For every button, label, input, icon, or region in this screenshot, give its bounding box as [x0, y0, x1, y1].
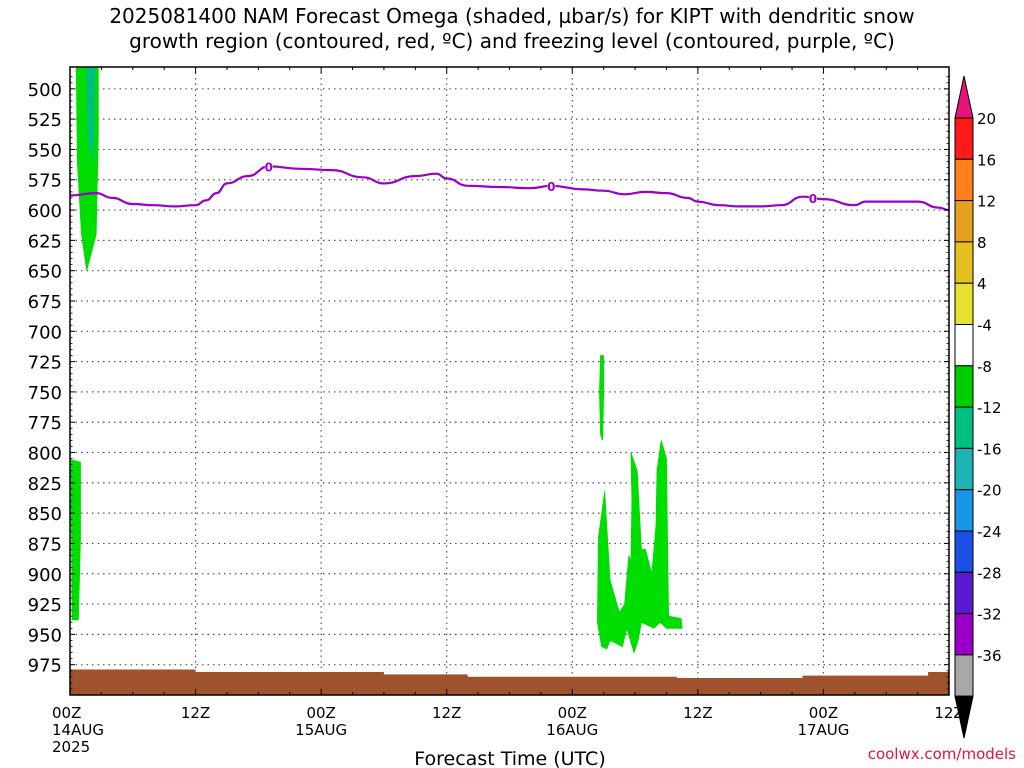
colorbar-label: -24 — [977, 523, 1002, 541]
omega-area — [596, 440, 683, 654]
terrain-below-ground — [70, 669, 949, 695]
contour-label-bg — [264, 159, 273, 173]
freezing-level-contour: 0 0 0 — [70, 159, 949, 212]
x-axis-title: Forecast Time (UTC) — [414, 748, 605, 768]
y-tick-label: 650 — [28, 262, 62, 283]
x-tick-label: 12Z — [432, 704, 461, 722]
colorbar-label: 20 — [977, 110, 996, 128]
y-tick-label: 625 — [28, 231, 62, 252]
colorbar-label: -28 — [977, 564, 1002, 582]
y-tick-label: 850 — [28, 504, 62, 525]
x-tick-label: 14AUG — [52, 721, 104, 739]
colorbar-bin — [954, 613, 974, 656]
x-tick-label: 16AUG — [546, 721, 598, 739]
colorbar-bin — [954, 282, 974, 326]
chart-title-line-2: growth region (contoured, red, ºC) and f… — [129, 29, 895, 53]
colorbar-bin — [954, 117, 974, 160]
colorbar-bin — [954, 489, 974, 532]
y-tick-label: 950 — [28, 625, 62, 646]
colorbar-label: 16 — [977, 151, 996, 169]
y-tick-label: 600 — [28, 201, 62, 222]
colorbar-bin — [954, 241, 974, 284]
colorbar-label: -4 — [977, 317, 992, 335]
x-tick-label: 00Z — [558, 704, 587, 722]
x-tick-label: 12Z — [181, 704, 210, 722]
y-tick-label: 800 — [28, 444, 62, 465]
x-tick-label: 00Z — [306, 704, 335, 722]
colorbar-top-arrow — [954, 75, 974, 119]
x-tick-label: 00Z — [809, 704, 838, 722]
omega-area — [86, 67, 96, 162]
contour-label: 0 — [809, 192, 817, 206]
omega-shading — [70, 67, 683, 654]
y-tick-label: 900 — [28, 565, 62, 586]
x-tick-label: 2025 — [52, 738, 90, 756]
colorbar-label: -16 — [977, 440, 1002, 458]
x-tick-label: 12Z — [934, 704, 963, 722]
y-tick-label: 550 — [28, 140, 62, 161]
y-tick-label: 725 — [28, 353, 62, 374]
y-tick-label: 675 — [28, 292, 62, 313]
contour-label-bg — [547, 178, 556, 192]
grid — [70, 67, 949, 695]
colorbar-label: -20 — [977, 482, 1002, 500]
y-tick-label: 575 — [28, 171, 62, 192]
colorbar-label: 8 — [977, 234, 987, 252]
x-tick-label: 00Z — [52, 704, 81, 722]
y-tick-label: 825 — [28, 474, 62, 495]
y-tick-label: 525 — [28, 110, 62, 131]
x-tick-label: 12Z — [683, 704, 712, 722]
y-tick-label: 750 — [28, 383, 62, 404]
colorbar-bottom-arrow — [954, 695, 974, 739]
omega-area — [599, 355, 605, 441]
contour-label: 0 — [265, 160, 273, 174]
colorbar-bin — [954, 365, 974, 408]
freezing-level-line — [70, 165, 949, 212]
colorbar-bin — [954, 406, 974, 449]
colorbar-label: -36 — [977, 647, 1002, 665]
y-tick-label: 875 — [28, 534, 62, 555]
y-tick-label: 975 — [28, 656, 62, 677]
y-tick-label: 700 — [28, 322, 62, 343]
y-tick-label: 500 — [28, 80, 62, 101]
colorbar: 20 16 12 8 4 -4 -8 -12 -16 -20 -24 -28 -32 -36 — [954, 75, 1002, 739]
colorbar-bin — [954, 571, 974, 615]
colorbar-bin — [954, 447, 974, 491]
contour-label-bg — [808, 190, 817, 204]
x-tick-label: 17AUG — [797, 721, 849, 739]
colorbar-bin — [954, 200, 974, 243]
contour-label: 0 — [547, 180, 555, 194]
colorbar-bin — [954, 324, 974, 367]
chart-title: 2025081400 NAM Forecast Omega (shaded, µ… — [0, 4, 1024, 54]
x-tick-label: 15AUG — [295, 721, 347, 739]
colorbar-label: -8 — [977, 358, 992, 376]
y-tick-label: 775 — [28, 413, 62, 434]
terrain-layer — [70, 669, 949, 695]
credit-text: coolwx.com/models — [867, 745, 1016, 763]
plot-frame — [69, 66, 950, 696]
colorbar-bin — [954, 654, 974, 697]
colorbar-bin — [954, 530, 974, 573]
colorbar-label: 12 — [977, 193, 996, 211]
chart-title-line-1: 2025081400 NAM Forecast Omega (shaded, µ… — [109, 4, 915, 28]
colorbar-label: -32 — [977, 606, 1002, 624]
colorbar-bin — [954, 158, 974, 202]
colorbar-label: -12 — [977, 399, 1002, 417]
y-tick-label: 925 — [28, 595, 62, 616]
colorbar-label: 4 — [977, 275, 987, 293]
omega-area — [70, 459, 81, 621]
y-axis: 500 525 550 575 600 625 650 675 700 725 750 775 800 8… — [28, 76, 949, 690]
